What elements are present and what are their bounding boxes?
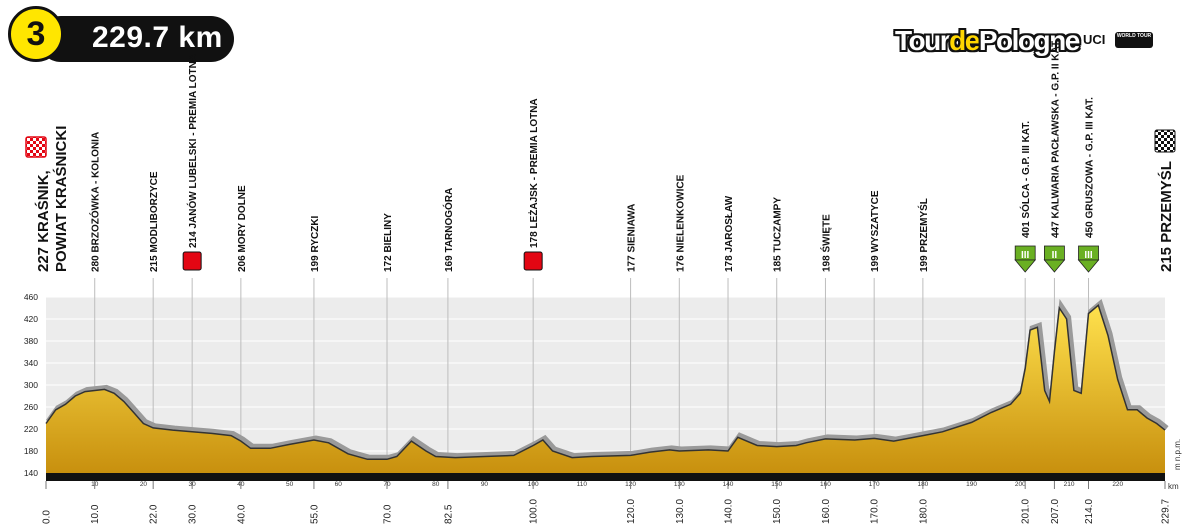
distance-pill (38, 16, 234, 62)
sprint-icon (182, 251, 202, 271)
stage-badge: 3 229.7 km (8, 6, 236, 62)
stage-distance: 229.7 km (92, 21, 223, 54)
y-tick-label: 140 (24, 468, 38, 478)
x-minor-tick-label: 190 (966, 481, 977, 488)
x-minor-tick-label: 60 (335, 481, 343, 488)
climb-category-label: III (1084, 250, 1093, 261)
waypoint-label: 214 JANÓW LUBELSKI - PREMIA LOTNA (186, 54, 199, 248)
y-tick-label: 220 (24, 424, 38, 434)
waypoint-label: 199 PRZEMYŚL (917, 198, 930, 272)
x-waypoint-label: 70.0 (383, 504, 394, 524)
x-waypoint-label: 180.0 (918, 499, 929, 524)
waypoint-label: 199 WYSZATYCE (870, 190, 881, 272)
y-tick-label: 260 (24, 402, 38, 412)
waypoint-label: 447 KALWARIA PACŁAWSKA - G.P. II KAT. (1050, 39, 1061, 238)
x-unit-label: km (1168, 482, 1179, 491)
x-waypoint-label: 229.7 (1161, 499, 1172, 524)
finish-label: 215 PRZEMYŚL (1157, 161, 1175, 272)
x-minor-tick-label: 50 (286, 481, 294, 488)
x-waypoint-label: 150.0 (772, 499, 783, 524)
distance-band (46, 473, 1165, 481)
finish-flag-icon (1154, 129, 1176, 153)
waypoint-markers: III II III (182, 245, 1100, 273)
x-waypoint-label: 207.0 (1050, 499, 1061, 524)
x-waypoint-label: 201.0 (1021, 499, 1032, 524)
waypoint-label: 215 MODLIBORZYCE (149, 171, 160, 272)
y-tick-label: 340 (24, 358, 38, 368)
waypoint-label: 206 MORY DOLNE (237, 185, 248, 272)
y-tick-label: 420 (24, 314, 38, 324)
x-waypoint-label: 140.0 (724, 499, 735, 524)
x-waypoint-label: 214.0 (1084, 499, 1095, 524)
y-tick-label: 460 (24, 292, 38, 302)
x-waypoint-label: 120.0 (626, 499, 637, 524)
x-minor-tick-label: 80 (432, 481, 440, 488)
y-tick-label: 300 (24, 380, 38, 390)
x-minor-tick-label: 20 (140, 481, 148, 488)
waypoint-label: 401 SÓLCA - G.P. III KAT. (1019, 121, 1032, 238)
x-axis-minor-ticks: 1020304050607080901001101201301401501601… (91, 481, 1123, 488)
x-waypoint-label: 55.0 (309, 504, 320, 524)
waypoint-label: 450 GRUSZOWA - G.P. III KAT. (1085, 97, 1096, 238)
y-tick-label: 380 (24, 336, 38, 346)
waypoint-label: 169 TARNOGÓRA (442, 188, 455, 272)
x-waypoint-label: 130.0 (675, 499, 686, 524)
x-waypoint-label: 170.0 (870, 499, 881, 524)
waypoint-label: 280 BRZOZÓWKA - KOLONIA (89, 132, 102, 272)
start-label-line2: POWIAT KRAŚNICKI (52, 126, 70, 272)
waypoint-label: 178 JAROSŁAW (724, 195, 735, 272)
x-minor-tick-label: 200 (1015, 481, 1026, 488)
x-waypoint-label: 100.0 (529, 499, 540, 524)
x-minor-tick-label: 110 (577, 481, 588, 488)
waypoint-label: 198 ŚWIĘTE (819, 214, 832, 272)
tour-de-pologne-logo: TourdePologne UCI WORLD TOUR (895, 24, 1160, 60)
sprint-icon (523, 251, 543, 271)
y-tick-label: 180 (24, 446, 38, 456)
waypoint-labels: 280 BRZOZÓWKA - KOLONIA 215 MODLIBORZYCE 2… (89, 39, 1096, 272)
x-waypoint-label: 0.0 (42, 510, 53, 524)
waypoint-label: 199 RYCZKI (310, 215, 321, 272)
start-label-line1: 227 KRAŚNIK, (34, 170, 52, 272)
climb-category-icon: III (1077, 245, 1100, 273)
x-waypoint-label: 82.5 (443, 504, 454, 524)
world-tour-logo: WORLD TOUR (1115, 32, 1153, 48)
x-waypoint-label: 22.0 (149, 504, 160, 524)
climb-category-label: II (1052, 250, 1058, 261)
x-waypoint-label: 40.0 (236, 504, 247, 524)
x-minor-tick-label: 210 (1064, 481, 1075, 488)
climb-category-icon: II (1043, 245, 1066, 273)
x-waypoint-label: 10.0 (90, 504, 101, 524)
waypoint-label: 185 TUCZAMPY (773, 197, 784, 272)
climb-category-label: III (1021, 250, 1030, 261)
start-flag-icon (25, 136, 47, 158)
waypoint-label: 178 LEŻAJSK - PREMIA LOTNA (527, 98, 540, 248)
uci-logo: UCI (1083, 32, 1106, 47)
elevation-line (45, 304, 1166, 461)
x-minor-tick-label: 90 (481, 481, 489, 488)
waypoint-label: 172 BIELINY (383, 213, 394, 272)
climb-category-icon: III (1014, 245, 1037, 273)
y-unit-label: m n.p.m. (1173, 439, 1182, 470)
logo-wordmark: TourdePologne (895, 25, 1080, 56)
x-waypoint-label: 30.0 (188, 504, 199, 524)
stage-number: 3 (8, 6, 64, 62)
x-axis-waypoint-ticks: 0.0 10.0 22.0 30.0 40.0 55.0 70.0 82.5 100.0 120.… (42, 481, 1172, 524)
waypoint-label: 177 SIENIAWA (627, 204, 638, 272)
x-minor-tick-label: 220 (1112, 481, 1123, 488)
y-axis-labels: 140 180 220 260 300 340 380 420 460 (24, 292, 38, 478)
elevation-area (46, 305, 1165, 473)
x-waypoint-label: 160.0 (821, 499, 832, 524)
waypoint-label: 176 NIELENKOWICE (675, 174, 686, 272)
